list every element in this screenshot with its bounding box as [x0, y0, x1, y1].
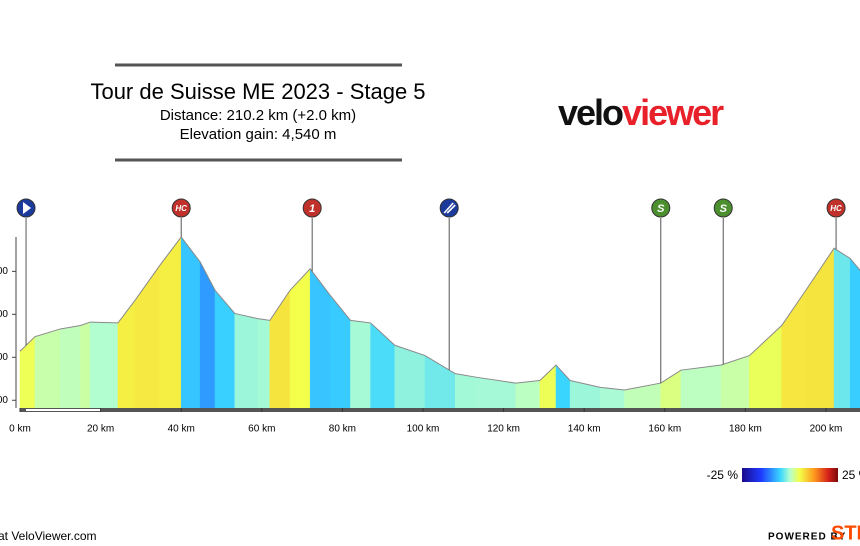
profile-segment [749, 324, 782, 409]
x-tick-label: 0 km [9, 424, 31, 435]
x-tick-label: 100 km [407, 424, 440, 435]
profile-segment [199, 261, 216, 409]
marker-icon [826, 198, 846, 218]
profile-segment [89, 321, 119, 409]
profile-segment [833, 247, 851, 409]
marker-label: S [720, 203, 728, 215]
logo-part: viewer [622, 92, 724, 133]
profile-segment [180, 236, 201, 409]
plot: 500 1000 1500 2000 0 km 20 km 40 km 60 km 80 km 1… [0, 198, 860, 482]
profile-segment [680, 364, 722, 409]
profile-segment [134, 264, 161, 409]
profile-segment [600, 387, 625, 409]
marker-icon [171, 198, 191, 218]
subtitle: Elevation gain: 4,540 m [180, 126, 337, 143]
footer: at VeloViewer.com [0, 529, 97, 543]
profile-segment [515, 380, 541, 409]
x-tick-label: 40 km [168, 424, 195, 435]
marker-icon [713, 198, 733, 218]
profile-segment [555, 364, 571, 409]
logo-part: velo [558, 92, 623, 133]
legend-label: 25 % [842, 468, 860, 482]
legend-bar [742, 468, 838, 482]
x-tick-label: 180 km [729, 424, 762, 435]
x-tick-label: 120 km [487, 424, 520, 435]
profile-segment [350, 320, 371, 409]
distance-bar [20, 408, 860, 412]
logo: veloviewer [558, 92, 724, 133]
strava-logo: STRAVA [831, 522, 860, 544]
x-tick-label: 140 km [568, 424, 601, 435]
x-tick-label: 60 km [248, 424, 275, 435]
profile-segment [660, 369, 682, 409]
x-tick-label: 200 km [810, 424, 843, 435]
profile-segment [159, 236, 182, 409]
chart-title: Tour de Suisse ME 2023 - Stage 5 [90, 79, 425, 104]
x-tick-label: 20 km [87, 424, 114, 435]
x-tick-label: 160 km [648, 424, 681, 435]
profile-segment [805, 247, 835, 409]
profile-segment [424, 355, 456, 409]
y-tick-label: 500 [0, 395, 8, 406]
y-tick-label: 1000 [0, 352, 8, 363]
profile-segment [60, 325, 81, 409]
profile-segment [394, 344, 426, 409]
profile-segment [214, 289, 236, 409]
profile-segment [80, 321, 91, 409]
profile-outline [19, 236, 860, 391]
distance-segment [26, 409, 101, 411]
profile-segment [257, 318, 271, 409]
start-symbol [23, 202, 32, 214]
profile-segment [309, 268, 331, 409]
x-tick-label: 80 km [329, 424, 356, 435]
profile-segment [569, 380, 601, 409]
marker-label: S [657, 203, 665, 215]
profile-segment [454, 373, 476, 409]
profile-segment [34, 328, 61, 409]
legend-label: -25 % [707, 468, 739, 482]
sprint-symbol [443, 202, 456, 214]
marker-icon [302, 198, 322, 218]
marker-icon [651, 198, 671, 218]
profile-segment [234, 313, 259, 409]
powered-by: POWERED BY [768, 532, 846, 543]
subtitle: Distance: 210.2 km (+2.0 km) [160, 107, 356, 124]
marker-label: HC [175, 204, 187, 213]
profile-segment [117, 299, 136, 409]
profile-segment [19, 336, 36, 409]
profile-segment [849, 257, 860, 409]
profile-segment [370, 322, 396, 409]
marker-label: HC [830, 204, 842, 213]
y-tick-label: 1500 [0, 309, 8, 320]
profile-segment [269, 289, 291, 409]
profile-segment [539, 364, 557, 409]
profile-segment [330, 294, 351, 409]
y-tick-label: 2000 [0, 266, 8, 277]
marker-label: 1 [309, 203, 315, 215]
profile-segment [289, 268, 311, 409]
